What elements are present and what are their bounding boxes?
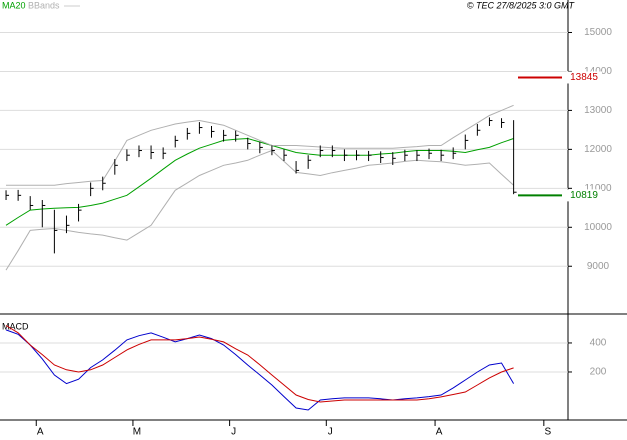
legend-ma20: MA20 <box>2 0 26 10</box>
y-tick-label: 400 <box>590 338 607 349</box>
y-tick-label: 11000 <box>584 183 612 194</box>
level-label: 13845 <box>570 72 598 83</box>
y-tick-label: 9000 <box>587 261 610 272</box>
level-label-bg <box>566 189 602 202</box>
x-tick-label: J <box>328 427 333 438</box>
series-line-lower <box>5 149 514 271</box>
x-tick-label: M <box>133 427 141 438</box>
legend-bbands: BBands <box>28 0 60 10</box>
y-tick-label: 12000 <box>584 144 612 155</box>
series-line <box>5 329 515 411</box>
series-line <box>6 104 514 186</box>
y-tick-label: 200 <box>590 367 607 378</box>
series-line <box>5 325 514 403</box>
x-tick-label: A <box>37 427 44 438</box>
y-tick-label: 15000 <box>584 27 612 38</box>
level-label-bg <box>566 71 602 84</box>
y-tick-label: 13000 <box>584 105 612 116</box>
x-tick-label: J <box>231 427 236 438</box>
x-tick-label: S <box>544 427 551 438</box>
level-label: 10819 <box>570 190 598 201</box>
macd-title: MACD <box>2 321 29 331</box>
y-tick-label: 10000 <box>584 222 612 233</box>
credit: © TEC 27/8/2025 3:0 GMT <box>467 0 576 10</box>
x-tick-label: A <box>436 427 443 438</box>
